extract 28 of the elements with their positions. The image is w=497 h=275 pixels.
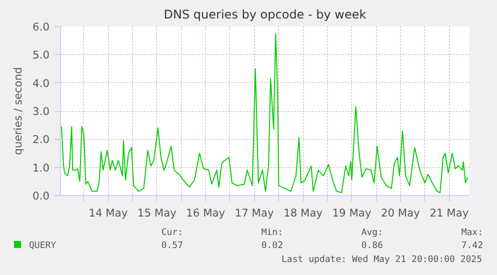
y-axis-title: queries / second [12, 67, 25, 155]
y-tick-label: 5.0 [32, 48, 50, 62]
y-tick-label: 0.0 [32, 190, 50, 202]
y-tick-label: 1.0 [32, 161, 50, 174]
text: 0.02 [260, 240, 283, 253]
x-tick-label: 19 May [332, 206, 372, 220]
x-tick-label: 16 May [186, 206, 226, 220]
text: Cur: [160, 227, 183, 239]
y-tick-label: 2.0 [32, 133, 50, 146]
text: 7.42 [460, 240, 483, 253]
x-tick-label: 15 May [137, 206, 176, 220]
chart-title: DNS queries by opcode - by week [164, 8, 366, 22]
x-tick-label: 20 May [381, 206, 420, 220]
text: Max: [460, 227, 483, 239]
y-tick-label: 4.0 [32, 76, 50, 90]
y-tick-label: 3.0 [32, 105, 50, 118]
y-tick-label: 6.0 [32, 20, 50, 34]
x-tick-label: 21 May [430, 206, 469, 220]
text: Min: [260, 227, 283, 239]
text: Avg: [360, 227, 383, 239]
text: 0.86 [360, 240, 383, 253]
text: Last update: Wed May 21 20:00:00 2025 [280, 254, 483, 267]
legend-label: QUERY [28, 240, 58, 253]
line-series [61, 33, 468, 194]
x-tick-label: 18 May [284, 206, 323, 220]
x-tick-label: 14 May [88, 206, 128, 220]
text: 0.57 [160, 240, 183, 253]
x-tick-label: 17 May [234, 206, 274, 220]
